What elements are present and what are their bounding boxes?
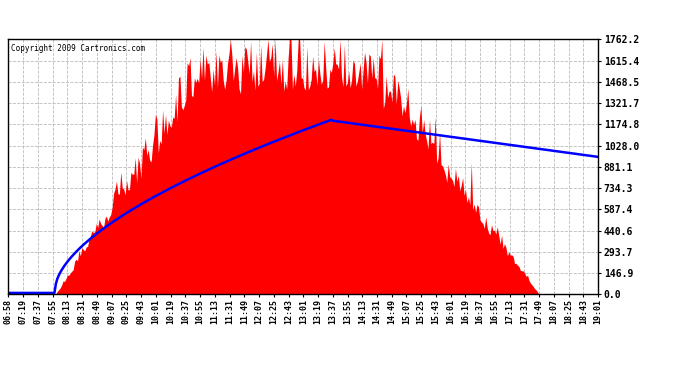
Text: Copyright 2009 Cartronics.com: Copyright 2009 Cartronics.com — [11, 45, 146, 54]
Text: West Array Actual Power (red) & Running Average Power (blue) (Watts) Tue Mar 17 : West Array Actual Power (red) & Running … — [70, 13, 620, 23]
